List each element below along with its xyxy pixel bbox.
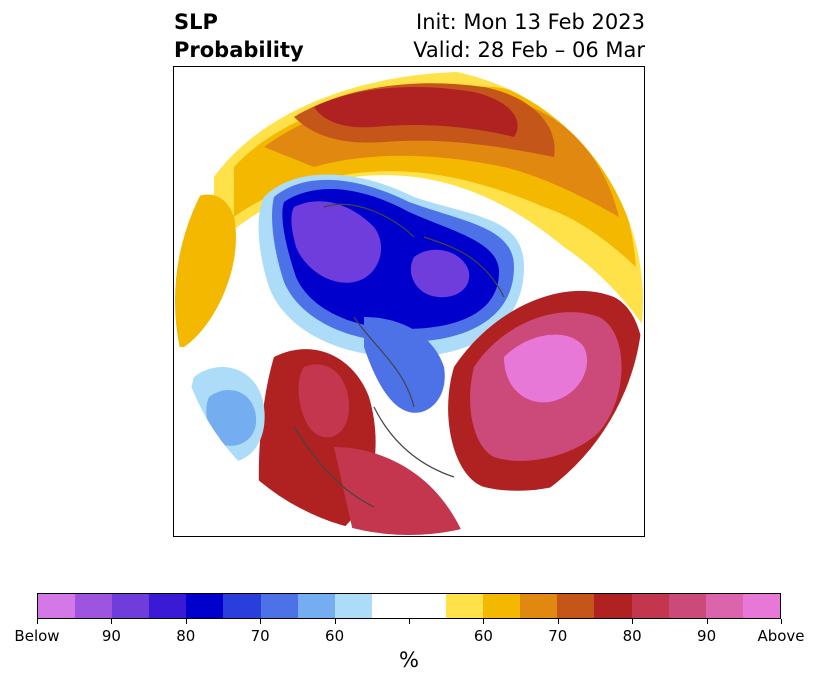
anomaly-above-65-west [175, 194, 236, 347]
anomaly-below-70-pacific [206, 389, 257, 446]
colorbar-tick [632, 619, 634, 624]
anomaly-below-90-siberia [291, 201, 382, 283]
colorbar [37, 593, 781, 619]
colorbar-cell [483, 594, 521, 618]
anomaly-above-85-westus [298, 364, 349, 438]
colorbar-tick [185, 619, 187, 624]
plot-dates: Init: Mon 13 Feb 2023 Valid: 28 Feb – 06… [413, 8, 645, 64]
colorbar-tick-label: 90 [697, 627, 717, 645]
colorbar-tick [557, 619, 559, 624]
colorbar-cell [742, 594, 780, 618]
plot-title: SLP Probability [174, 8, 304, 64]
colorbar-cell [334, 594, 372, 618]
colorbar-cell [446, 594, 484, 618]
colorbar-tick-label: 80 [622, 627, 642, 645]
colorbar-tick [111, 619, 113, 624]
colorbar-cell [668, 594, 706, 618]
colorbar-tick-label: 60 [325, 627, 345, 645]
colorbar-cell [557, 594, 595, 618]
colorbar-cell [260, 594, 298, 618]
colorbar-tick [781, 619, 782, 624]
colorbar-cell [149, 594, 187, 618]
colorbar-tick-label: Above [757, 627, 805, 645]
colorbar-cell [38, 594, 76, 618]
colorbar-cell [408, 594, 447, 618]
colorbar-cell [371, 594, 409, 618]
colorbar-cell [520, 594, 558, 618]
colorbar-tick [409, 619, 410, 624]
colorbar-cell [705, 594, 743, 618]
map-panel [173, 66, 645, 537]
colorbar-cell [223, 594, 261, 618]
title-subtitle: Probability [174, 38, 304, 62]
colorbar-tick [483, 619, 485, 624]
colorbar-tick-label: 70 [250, 627, 270, 645]
colorbar-cell [594, 594, 632, 618]
colorbar-tick-label: Below [14, 627, 60, 645]
colorbar-cell [631, 594, 669, 618]
colorbar-units: % [399, 648, 419, 672]
colorbar-tick [334, 619, 336, 624]
colorbar-tick-label: 80 [176, 627, 196, 645]
anomaly-above-max-atlantic [504, 334, 588, 403]
colorbar-tick-label: 70 [548, 627, 568, 645]
colorbar-cell [75, 594, 113, 618]
anomaly-above-85-mexico [334, 447, 464, 535]
probability-map [175, 67, 643, 535]
colorbar-tick [37, 619, 38, 624]
init-date: Init: Mon 13 Feb 2023 [416, 10, 645, 34]
valid-date: Valid: 28 Feb – 06 Mar [413, 38, 645, 62]
colorbar-tick-label: 60 [473, 627, 493, 645]
colorbar-tick-label: 90 [101, 627, 121, 645]
colorbar-tick [260, 619, 262, 624]
colorbar-cell [112, 594, 150, 618]
colorbar-tick [706, 619, 708, 624]
colorbar-cell [186, 594, 224, 618]
anomaly-below-70-canada [364, 317, 445, 413]
anomaly-above-80-north [314, 87, 518, 137]
colorbar-cell [297, 594, 335, 618]
anomaly-below-90-canada [410, 249, 470, 298]
title-variable: SLP [174, 10, 218, 34]
coastlines [293, 203, 505, 508]
